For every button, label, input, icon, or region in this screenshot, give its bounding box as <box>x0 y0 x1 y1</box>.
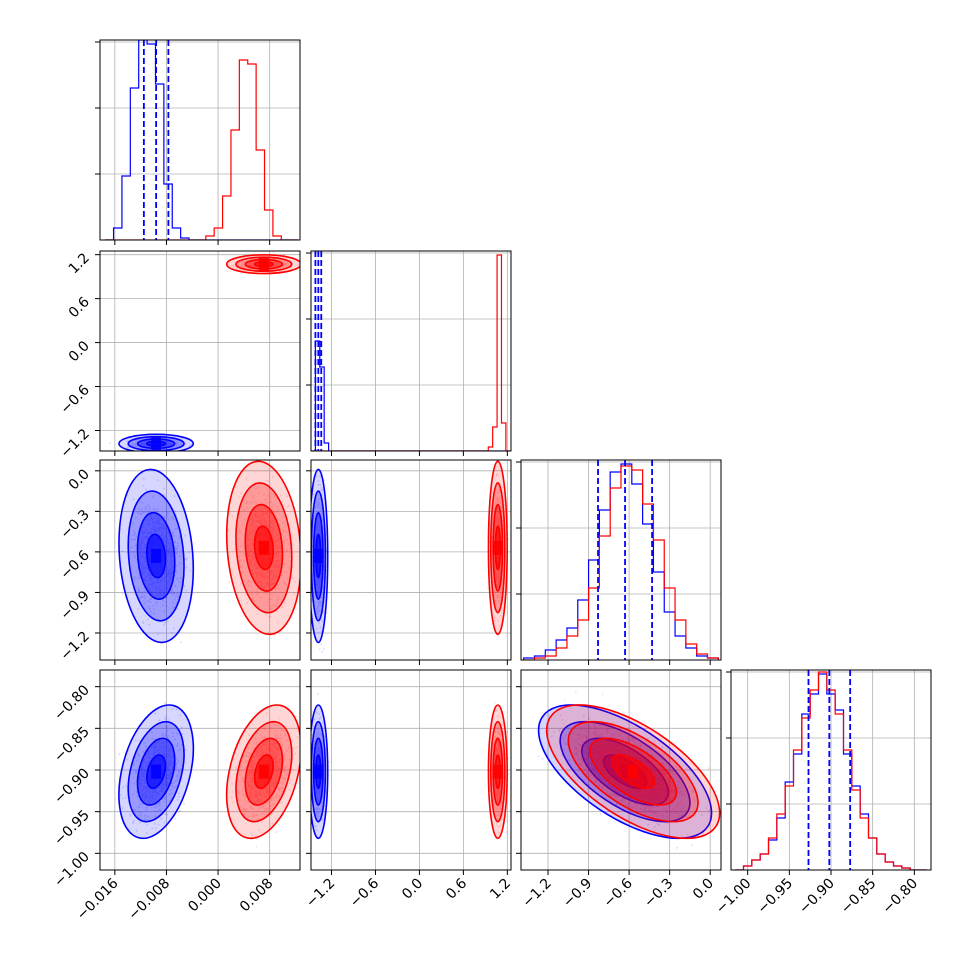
panel-frame <box>310 250 512 452</box>
hist-group <box>523 460 719 660</box>
panel-1-0 <box>99 250 301 452</box>
density-peak <box>151 548 162 563</box>
histogram-red <box>735 671 927 870</box>
x-tick-label: −0.80 <box>880 876 922 918</box>
panel-2-0 <box>99 459 301 661</box>
density-peak <box>258 257 269 272</box>
panel-frame <box>520 459 722 661</box>
y-tick-label: −0.6 <box>57 547 92 582</box>
x-tick-label: −0.6 <box>347 875 382 910</box>
diag-panel-3 <box>730 669 932 871</box>
y-tick-label: −0.95 <box>51 807 93 849</box>
diag-panel-0 <box>99 39 301 241</box>
panel-2-1 <box>310 459 512 661</box>
x-tick-label: −0.016 <box>74 875 122 923</box>
y-tick-label: −0.85 <box>51 724 93 766</box>
density-peak <box>492 540 503 555</box>
histogram-blue <box>523 463 719 660</box>
y-tick-label: 0.0 <box>66 338 93 365</box>
diag-panel-2 <box>520 459 722 661</box>
panel-frame <box>99 459 301 661</box>
y-tick-label: −0.3 <box>57 507 92 542</box>
x-tick-label: −1.2 <box>303 876 338 911</box>
panel-content <box>118 460 300 644</box>
panel-frame <box>310 459 512 661</box>
density-peak <box>313 548 324 563</box>
panel-content <box>109 254 300 451</box>
histogram-red <box>311 254 511 451</box>
y-tick-label: −0.80 <box>51 682 93 724</box>
panel-content <box>118 701 300 848</box>
density-peak <box>258 540 269 555</box>
y-tick-label: 0.0 <box>66 466 93 493</box>
x-tick-label: −1.00 <box>713 876 755 918</box>
y-tick-label: −1.2 <box>57 628 92 663</box>
histogram-red <box>523 465 719 660</box>
x-tick-label: 0.0 <box>399 876 426 903</box>
x-tick-label: −1.2 <box>520 876 555 911</box>
hist-group <box>311 251 511 451</box>
x-tick-label: −0.85 <box>838 876 880 918</box>
x-tick-label: 0.0 <box>690 876 717 903</box>
histogram-blue <box>105 40 299 240</box>
panel-content <box>311 693 510 840</box>
density-peak <box>313 764 324 779</box>
diag-panel-1 <box>310 250 512 452</box>
panel-3-1 <box>310 669 512 871</box>
density-peak <box>628 764 639 779</box>
y-tick-label: −1.2 <box>57 426 92 461</box>
x-tick-label: −0.008 <box>125 876 173 924</box>
x-tick-label: −0.3 <box>641 876 676 911</box>
density-peak <box>151 764 162 779</box>
y-tick-label: −1.00 <box>51 849 93 891</box>
histogram-blue <box>311 340 511 451</box>
y-tick-label: −0.6 <box>57 382 92 417</box>
hist-group <box>735 670 927 870</box>
panel-content <box>311 460 509 653</box>
panel-content <box>537 691 721 849</box>
x-tick-label: 0.000 <box>185 876 225 916</box>
density-peak <box>258 764 269 779</box>
x-tick-label: 0.6 <box>443 875 470 902</box>
panel-3-2 <box>520 669 722 871</box>
y-tick-label: −0.90 <box>51 766 93 808</box>
panel-frame <box>99 250 301 452</box>
histogram-red <box>105 59 299 240</box>
x-tick-label: −0.9 <box>560 876 595 911</box>
y-tick-label: −0.9 <box>57 588 92 623</box>
x-tick-label: −0.90 <box>796 876 838 918</box>
panel-3-0 <box>99 669 301 871</box>
x-tick-label: −0.95 <box>755 876 797 918</box>
density-peak <box>492 764 503 779</box>
x-tick-label: 0.008 <box>237 876 277 916</box>
x-tick-label: 1.2 <box>487 876 514 903</box>
density-peak <box>151 436 162 451</box>
panel-frame <box>99 39 301 241</box>
x-tick-label: −0.6 <box>601 875 636 910</box>
y-tick-label: 1.2 <box>66 250 93 277</box>
hist-group <box>105 40 299 240</box>
y-tick-label: 0.6 <box>66 294 93 321</box>
